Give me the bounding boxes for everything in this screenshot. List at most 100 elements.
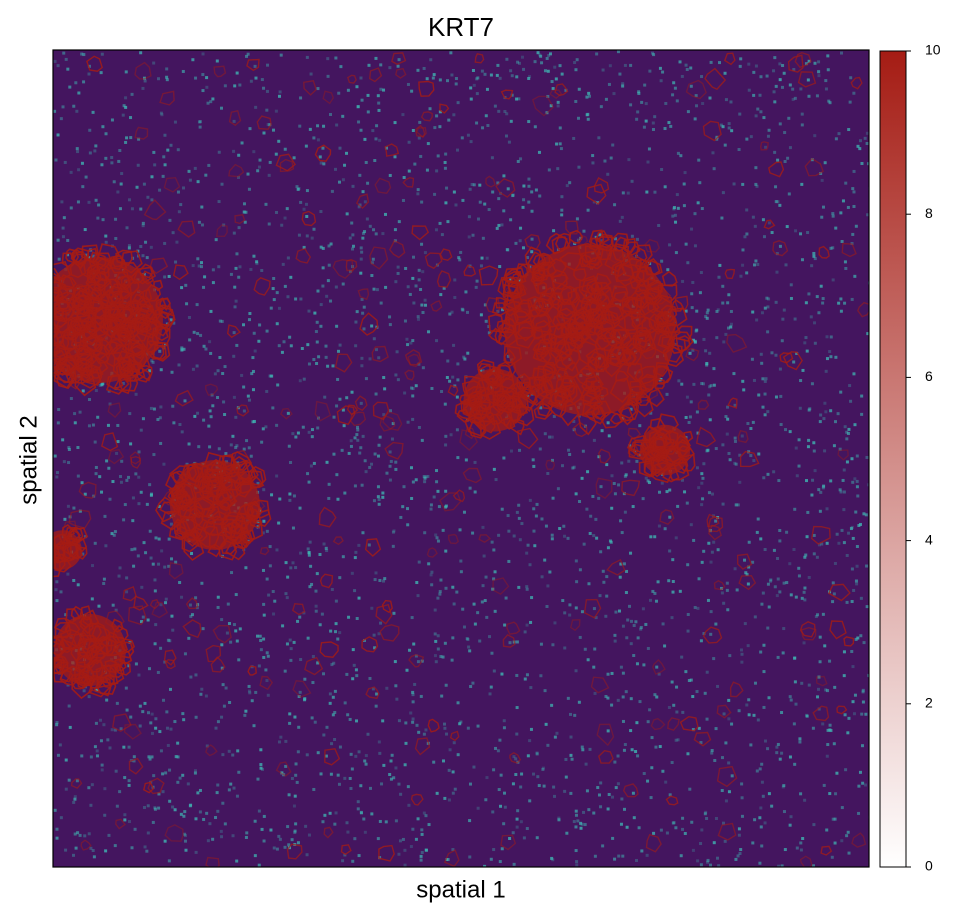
cell-dot — [420, 832, 424, 836]
cell-outline — [31, 343, 45, 356]
cell-dot — [145, 256, 149, 260]
cell-dot — [726, 326, 730, 330]
cell-dot — [632, 816, 636, 820]
cell-dot — [325, 549, 329, 553]
cell-dot — [363, 230, 367, 234]
cell-dot — [66, 238, 70, 242]
cell-dot — [481, 584, 485, 588]
cell-dot — [435, 169, 439, 173]
cell-dot — [762, 235, 766, 239]
cell-dot — [552, 229, 556, 233]
cell-dot — [644, 102, 648, 106]
cell-dot — [747, 713, 751, 717]
cell-dot — [621, 624, 625, 628]
cell-dot — [492, 848, 496, 852]
cell-outline — [506, 621, 521, 635]
cell-dot — [299, 200, 303, 204]
cell-dot — [586, 112, 590, 116]
cell-dot — [544, 722, 548, 726]
cell-outline — [538, 261, 558, 277]
cell-outline — [411, 225, 430, 241]
cell-outline — [551, 236, 571, 255]
cell-dot — [813, 61, 817, 65]
cell-dot — [328, 701, 332, 705]
cell-dot — [503, 623, 507, 627]
cell-outline — [69, 260, 87, 279]
cell-dot — [664, 780, 668, 784]
cell-dot — [370, 261, 374, 265]
cell-dot — [416, 817, 420, 821]
cell-dot — [314, 330, 318, 334]
cell-dot — [807, 408, 811, 412]
cell-dot — [412, 255, 416, 259]
cell-dot — [472, 83, 476, 87]
cell-dot — [364, 754, 368, 758]
cell-dot — [56, 421, 60, 425]
cell-dot — [75, 147, 79, 151]
cell-dot — [794, 229, 798, 233]
cell-dot — [419, 858, 423, 862]
cell-outline — [186, 467, 198, 481]
cell-dot — [90, 597, 94, 601]
cell-dot — [139, 245, 143, 249]
cell-dot — [801, 837, 805, 841]
cell-dot — [699, 863, 703, 867]
cell-dot — [159, 368, 163, 372]
cell-dot — [411, 276, 415, 280]
cell-dot — [406, 785, 410, 789]
cell-dot — [120, 172, 124, 176]
cell-dot — [709, 632, 713, 636]
cell-outline — [794, 51, 812, 69]
cell-dot — [313, 720, 317, 724]
cell-dot — [720, 591, 724, 595]
cell-dot — [852, 190, 856, 194]
cell-outline — [602, 303, 625, 321]
cell-dot — [624, 473, 628, 477]
cell-dot — [289, 461, 293, 465]
cell-dot — [503, 109, 507, 113]
cell-dot — [700, 828, 704, 832]
cell-dot — [148, 483, 152, 487]
cell-dot — [848, 384, 852, 388]
cell-outline — [530, 271, 545, 286]
cell-dot — [259, 638, 263, 642]
tissue-image — [31, 50, 869, 867]
cell-dot — [444, 489, 448, 493]
cell-dot — [421, 366, 425, 370]
cell-dot — [751, 310, 755, 314]
cell-dot — [587, 94, 591, 98]
cell-dot — [733, 403, 737, 407]
cell-dot — [299, 551, 303, 555]
cell-dot — [453, 787, 457, 791]
cell-dot — [847, 851, 851, 855]
cell-dot — [139, 207, 143, 211]
cell-outline — [134, 316, 150, 330]
cell-dot — [335, 404, 339, 408]
cell-outline — [83, 297, 104, 315]
cell-dot — [671, 590, 675, 594]
cell-dot — [353, 484, 357, 488]
cell-dot — [730, 774, 734, 778]
cell-dot — [492, 577, 496, 581]
cell-dot — [705, 311, 709, 315]
cell-dot — [396, 265, 400, 269]
cell-dot — [759, 825, 763, 829]
cell-dot — [230, 571, 234, 575]
cell-outline — [107, 402, 122, 419]
cell-dot — [577, 700, 581, 704]
cell-dot — [593, 647, 597, 651]
cell-dot — [259, 763, 263, 767]
cell-dot — [586, 117, 590, 121]
cell-dot — [394, 460, 398, 464]
cell-dot — [792, 68, 796, 72]
cell-dot — [539, 54, 543, 58]
cell-dot — [231, 834, 235, 838]
cell-dot — [167, 859, 171, 863]
cell-outline — [205, 744, 218, 757]
cell-dot — [507, 559, 511, 563]
cell-dot — [478, 200, 482, 204]
cell-dot — [496, 749, 500, 753]
cell-outline — [53, 310, 56, 318]
cell-dot — [414, 478, 418, 482]
cell-dot — [341, 178, 345, 182]
